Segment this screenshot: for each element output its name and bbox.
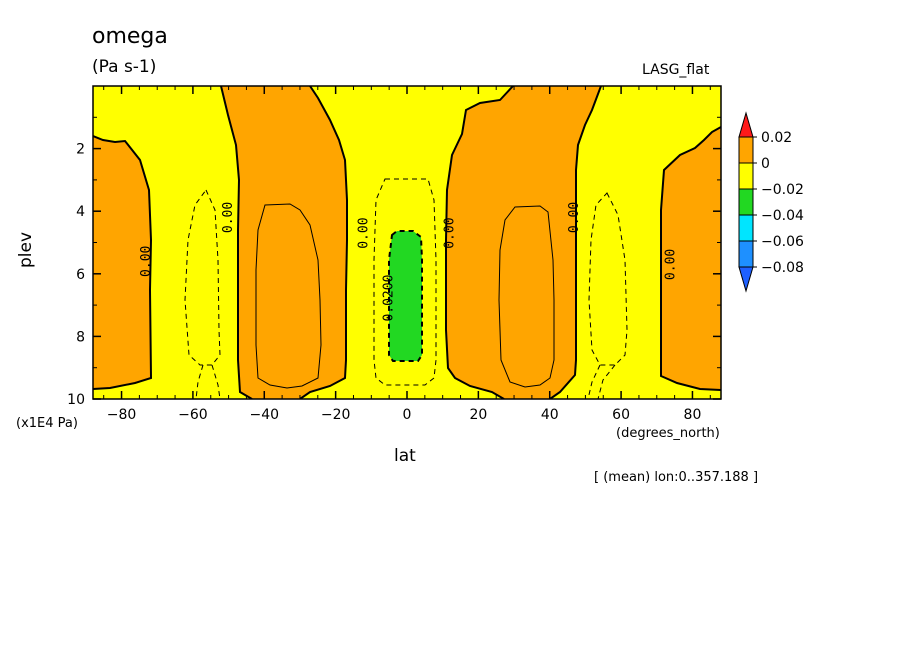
contour-label: -0.0200 <box>382 275 397 330</box>
colorbar-label: −0.02 <box>761 182 804 198</box>
negative-contour-north <box>588 192 628 366</box>
x-tick-label: 80 <box>684 407 702 423</box>
x-axis-units: (degrees_north) <box>616 426 720 441</box>
colorbar-label: −0.04 <box>761 208 804 224</box>
zero-contour-north-mid-east <box>549 86 602 399</box>
x-axis-label: lat <box>394 446 416 466</box>
zero-contour-south-mid <box>220 86 253 399</box>
negative-contour-north-edge2 <box>597 364 616 399</box>
colorbar-label: 0 <box>761 156 770 172</box>
x-tick-label: 40 <box>541 407 559 423</box>
negative-contour-south-edge <box>195 364 204 399</box>
mean-note: [ (mean) lon:0..357.188 ] <box>594 470 759 485</box>
contour-fill-group <box>93 86 721 399</box>
colorbar-segment <box>738 214 754 242</box>
colorbar-label: 0.02 <box>761 130 792 146</box>
negative-contour-south <box>184 189 221 366</box>
contour-label: 0.00 <box>664 249 679 280</box>
fill-positive-far-south <box>93 136 151 389</box>
x-tick-label: −60 <box>178 407 208 423</box>
contour-label: 0.00 <box>567 202 582 233</box>
fill-positive-north-mid <box>446 86 601 399</box>
chart-title: omega <box>92 24 168 49</box>
negative-contour-south-edge2 <box>211 364 221 399</box>
contour-label: 0.00 <box>357 217 372 248</box>
x-tick-group: −80 −60 −40 −20 0 20 40 60 80 <box>103 86 711 423</box>
y-tick-label: 4 <box>76 204 85 220</box>
contour-line-group <box>93 86 721 399</box>
x-tick-label: −20 <box>321 407 351 423</box>
fill-negative-equatorial <box>389 231 422 361</box>
negative-contour-north-edge <box>587 364 601 399</box>
y-tick-label: 6 <box>76 267 85 283</box>
chart-units: (Pa s-1) <box>92 57 157 77</box>
colorbar-bottom-triangle <box>738 266 754 293</box>
colorbar-label: −0.08 <box>761 260 804 276</box>
colorbar-segment <box>738 240 754 268</box>
y-tick-label: 10 <box>67 392 85 408</box>
negative-contour-equatorial-outer <box>373 178 437 386</box>
positive-contour-north <box>498 205 555 388</box>
x-tick-label: −40 <box>249 407 279 423</box>
fill-positive-south-mid <box>221 86 347 399</box>
x-tick-label: 20 <box>469 407 487 423</box>
colorbar: 0.02 0 −0.02 −0.04 −0.06 −0.08 <box>738 111 804 293</box>
contour-label: 0.00 <box>221 202 236 233</box>
y-tick-label: 2 <box>76 142 85 158</box>
zero-contour-south-mid-east <box>299 86 348 399</box>
colorbar-top-triangle <box>738 111 754 138</box>
y-axis-units: (x1E4 Pa) <box>16 416 78 431</box>
experiment-name: LASG_flat <box>642 62 710 78</box>
x-tick-label: −80 <box>107 407 137 423</box>
contour-label-group: 0.00 0.00 0.00 0.00 0.00 0.00 -0.0200 <box>139 202 679 330</box>
zero-contour-far-north <box>660 126 721 391</box>
fill-positive-far-north <box>661 127 721 390</box>
positive-contour-south <box>255 203 322 389</box>
contour-label: 0.00 <box>442 217 457 248</box>
x-tick-label: 0 <box>403 407 412 423</box>
contour-label: 0.00 <box>139 246 154 277</box>
x-tick-label: 60 <box>612 407 630 423</box>
colorbar-segment <box>738 188 754 216</box>
y-tick-group: 2 4 6 8 10 <box>67 116 721 408</box>
y-tick-label: 8 <box>76 329 85 345</box>
zero-contour-north-mid-west <box>445 86 514 399</box>
zero-contour-far-south <box>93 135 153 390</box>
colorbar-segment <box>738 162 754 190</box>
colorbar-segment <box>738 136 754 164</box>
colorbar-label: −0.06 <box>761 234 804 250</box>
